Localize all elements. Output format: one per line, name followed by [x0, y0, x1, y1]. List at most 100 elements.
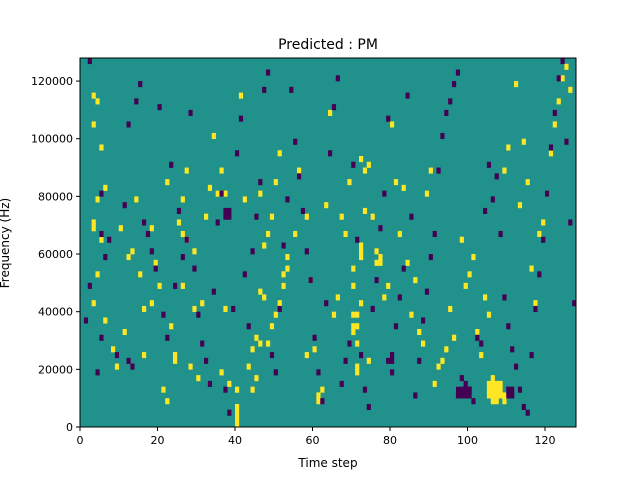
heatmap-cell-low — [552, 109, 557, 116]
heatmap-cell-high — [494, 386, 499, 393]
heatmap-cell-high — [413, 277, 418, 284]
heatmap-cell-low — [506, 323, 511, 330]
heatmap-cell-low — [494, 173, 499, 180]
heatmap-cell-high — [266, 340, 271, 347]
heatmap-cell-high — [91, 121, 96, 128]
heatmap-cell-low — [180, 254, 185, 261]
heatmap-cell-high — [490, 380, 495, 387]
y-tick-label: 80000 — [38, 190, 73, 203]
heatmap-cell-low — [463, 392, 468, 399]
heatmap-cell-high — [149, 225, 154, 232]
heatmap-cell-high — [463, 282, 468, 289]
heatmap-cell-high — [285, 265, 290, 272]
heatmap-cell-low — [103, 254, 108, 261]
heatmap-cell-low — [455, 69, 461, 76]
heatmap-cell-low — [254, 213, 259, 220]
heatmap-cell-low — [545, 190, 550, 197]
x-tick-label: 100 — [457, 434, 478, 447]
heatmap-cell-low — [262, 86, 267, 93]
heatmap-cell-low — [479, 340, 484, 347]
heatmap-cell-low — [235, 150, 240, 157]
heatmap-cell-low — [107, 236, 112, 243]
heatmap-cell-low — [331, 104, 337, 111]
heatmap-cell-high — [130, 248, 135, 255]
heatmap-cell-high — [459, 236, 464, 243]
heatmap-cell-low — [347, 340, 352, 347]
heatmap-cell-high — [525, 179, 530, 186]
heatmap-cell-high — [103, 184, 108, 191]
heatmap-cell-low — [277, 305, 282, 312]
x-tick-label: 60 — [306, 434, 320, 447]
heatmap-cell-high — [393, 179, 399, 186]
heatmap-cell-high — [552, 121, 557, 128]
heatmap-cell-high — [91, 225, 96, 232]
heatmap-cell-low — [165, 334, 170, 341]
heatmap-cell-low — [471, 398, 476, 405]
heatmap-cell-high — [254, 375, 259, 382]
heatmap-cell-low — [157, 104, 162, 111]
heatmap-cell-low — [188, 109, 193, 116]
heatmap-cell-low — [227, 207, 232, 214]
heatmap-cell-high — [517, 202, 523, 209]
heatmap-cell-high — [91, 219, 96, 226]
heatmap-cell-high — [355, 323, 360, 330]
heatmap-cell-low — [335, 75, 340, 82]
x-tick-label: 40 — [228, 434, 242, 447]
heatmap-cell-high — [498, 392, 503, 399]
heatmap-cell-high — [401, 184, 406, 191]
heatmap-cell-high — [355, 369, 360, 376]
heatmap-cell-high — [165, 179, 170, 186]
heatmap-cell-low — [405, 92, 410, 99]
heatmap-cell-low — [95, 369, 100, 376]
heatmap-cell-high — [114, 363, 120, 370]
heatmap-cell-high — [502, 398, 507, 405]
y-axis-label: Frequency (Hz) — [0, 198, 12, 289]
heatmap-cell-low — [459, 392, 464, 399]
heatmap-cell-low — [463, 380, 468, 387]
heatmap-cell-high — [297, 167, 302, 174]
heatmap-cell-low — [393, 323, 399, 330]
heatmap-cell-high — [486, 311, 492, 318]
heatmap-cell-high — [324, 202, 329, 209]
heatmap-cell-high — [204, 213, 209, 220]
heatmap-cell-low — [483, 207, 488, 214]
heatmap-cell-high — [448, 305, 453, 312]
heatmap-cell-low — [99, 190, 104, 197]
heatmap-cell-low — [83, 317, 89, 324]
heatmap-cell-high — [122, 328, 127, 336]
heatmap-cell-high — [235, 415, 240, 422]
heatmap-cell-high — [176, 219, 182, 226]
plot-frame — [79, 57, 577, 428]
x-tick-label: 120 — [535, 434, 556, 447]
heatmap-cell-high — [153, 259, 158, 266]
heatmap-cell-low — [386, 115, 391, 122]
y-tick-label: 60000 — [38, 248, 73, 261]
heatmap-cell-high — [424, 190, 430, 197]
heatmap-cell-low — [475, 334, 480, 341]
heatmap-cell-high — [142, 305, 147, 312]
heatmap-cell-low — [223, 207, 228, 214]
heatmap-cell-low — [444, 109, 449, 116]
heatmap-cell-low — [370, 305, 375, 312]
heatmap-cell-high — [521, 138, 526, 145]
heatmap-cell-high — [134, 196, 139, 203]
heatmap-cell-low — [463, 386, 468, 393]
heatmap-cell-low — [231, 305, 236, 312]
heatmap-cell-low — [424, 288, 430, 295]
heatmap-cell-low — [99, 334, 104, 341]
heatmap-cell-low — [510, 392, 515, 399]
heatmap-cell-low — [452, 81, 457, 88]
heatmap-cell-low — [374, 277, 379, 284]
heatmap-cell-high — [95, 271, 100, 278]
heatmap-cell-high — [118, 225, 123, 232]
heatmap-cell-low — [339, 380, 344, 387]
heatmap-cell-high — [378, 259, 383, 266]
heatmap-cell-high — [235, 386, 240, 393]
heatmap-cell-low — [87, 58, 92, 65]
heatmap-cell-high — [366, 357, 371, 364]
heatmap-cell-high — [246, 363, 251, 370]
heatmap-cell-high — [165, 398, 170, 405]
heatmap-cell-high — [196, 375, 201, 382]
heatmap-cell-high — [242, 196, 247, 203]
x-tick-label: 0 — [77, 434, 84, 447]
